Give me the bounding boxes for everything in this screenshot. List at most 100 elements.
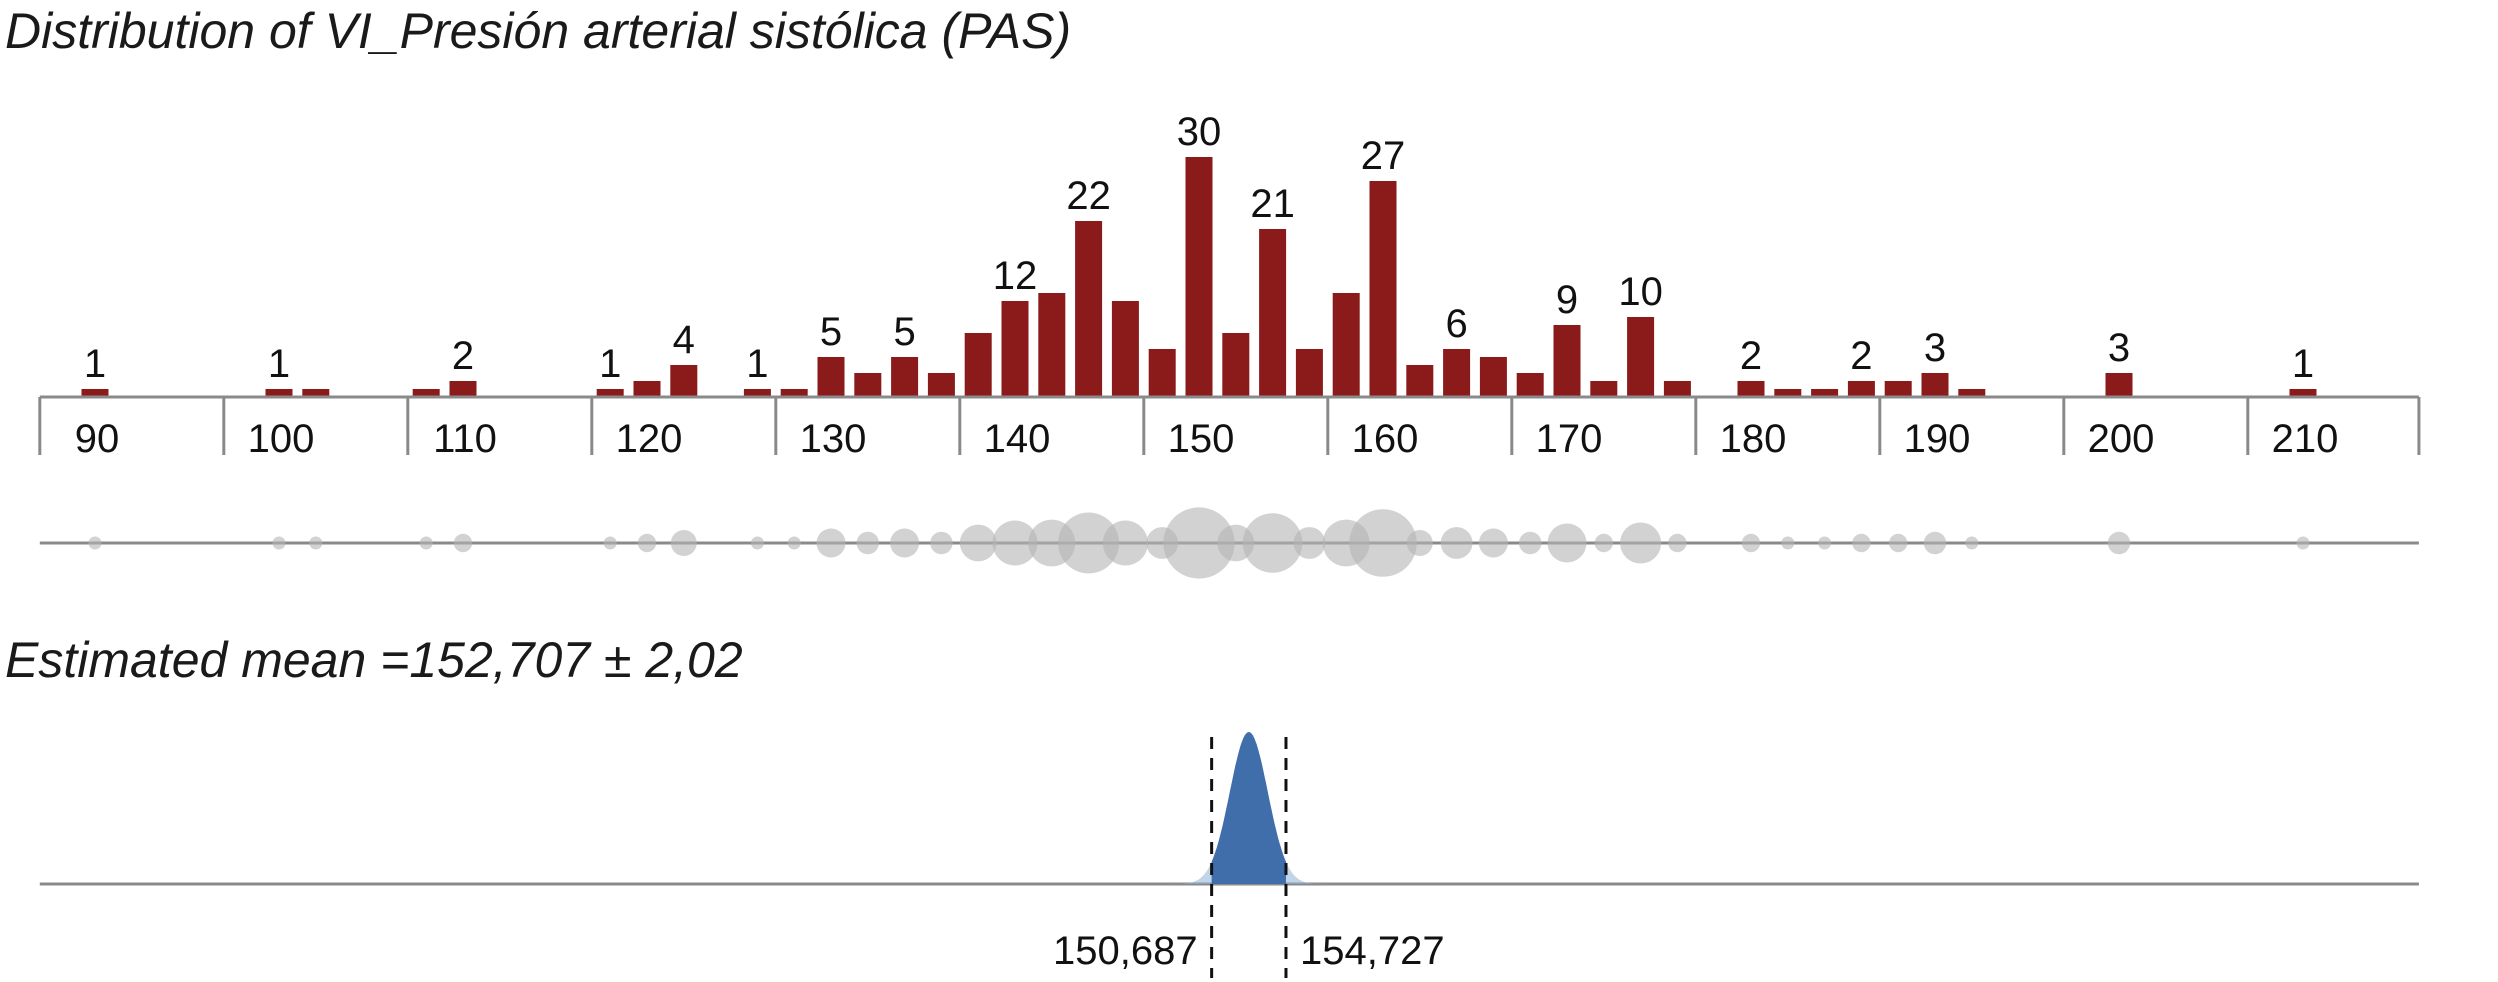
bar-count-label: 4	[673, 318, 695, 362]
bar-136	[927, 373, 955, 397]
bar-174	[1627, 317, 1655, 397]
bar-count-label: 5	[893, 310, 915, 354]
x-tick-label: 200	[2088, 417, 2155, 461]
bar-142	[1038, 293, 1066, 397]
x-tick-label: 180	[1720, 417, 1787, 461]
dot-176	[1668, 533, 1687, 553]
bar-count-label: 1	[2292, 342, 2314, 386]
bar-180	[1737, 381, 1765, 397]
dot-180	[1741, 533, 1761, 553]
dot-140	[992, 520, 1038, 566]
dot-150	[1163, 507, 1235, 579]
dot-102	[309, 536, 323, 550]
bar-count-label: 3	[2108, 326, 2130, 370]
bar-count-label: 1	[84, 342, 106, 386]
bar-182	[1774, 389, 1802, 397]
bar-132	[854, 373, 882, 397]
ci-low-label: 150,687	[1053, 929, 1198, 973]
bar-count-label: 27	[1361, 134, 1406, 178]
bar-102	[302, 389, 330, 397]
dot-154	[1242, 513, 1303, 573]
bar-count-label: 6	[1445, 302, 1467, 346]
bar-210	[2289, 389, 2317, 397]
dot-156	[1293, 527, 1326, 559]
x-tick-label: 150	[1168, 417, 1235, 461]
bar-144	[1075, 221, 1103, 397]
bar-count-label: 21	[1250, 182, 1295, 226]
dot-172	[1594, 533, 1613, 553]
bar-148	[1148, 349, 1176, 397]
bar-192	[1958, 389, 1986, 397]
bar-166	[1479, 357, 1507, 397]
x-tick-label: 140	[984, 417, 1051, 461]
dot-90	[88, 536, 102, 550]
bar-150	[1185, 157, 1213, 397]
x-tick-label: 170	[1536, 417, 1603, 461]
bar-count-label: 30	[1177, 110, 1222, 154]
bar-184	[1811, 389, 1839, 397]
bar-168	[1516, 373, 1544, 397]
bar-count-label: 12	[993, 254, 1038, 298]
bar-186	[1847, 381, 1875, 397]
dot-144	[1058, 512, 1120, 574]
dot-182	[1781, 536, 1795, 550]
dot-122	[670, 530, 697, 556]
x-tick-label: 110	[433, 417, 497, 461]
dot-strip	[39, 507, 2419, 579]
bar-154	[1259, 229, 1287, 397]
bar-count-label: 22	[1066, 174, 1111, 218]
x-tick-label: 130	[800, 417, 867, 461]
bar-128	[780, 389, 808, 397]
dot-166	[1478, 528, 1508, 558]
dot-146	[1102, 520, 1148, 566]
x-tick-label: 190	[1904, 417, 1971, 461]
bar-156	[1295, 349, 1323, 397]
dot-192	[1965, 536, 1979, 550]
dot-138	[959, 524, 997, 562]
dot-170	[1547, 523, 1587, 563]
dot-188	[1889, 533, 1908, 553]
bar-90	[81, 389, 109, 397]
bar-count-label: 3	[1924, 326, 1946, 370]
dot-136	[930, 531, 953, 555]
bar-count-label: 1	[268, 342, 290, 386]
bar-count-label: 10	[1618, 270, 1663, 314]
bar-122	[670, 365, 698, 397]
dot-200	[2107, 531, 2131, 555]
dot-130	[816, 528, 846, 558]
dot-184	[1818, 536, 1832, 550]
bar-count-label: 5	[820, 310, 842, 354]
bar-count-label: 2	[1740, 334, 1762, 378]
bar-158	[1332, 293, 1360, 397]
bar-108	[412, 389, 440, 397]
bar-100	[265, 389, 293, 397]
dot-100	[272, 536, 286, 550]
density-curve	[1211, 732, 1286, 884]
dot-108	[419, 536, 433, 550]
bar-152	[1222, 333, 1250, 397]
dot-174	[1620, 522, 1662, 564]
dot-134	[890, 528, 920, 558]
dot-186	[1852, 533, 1871, 553]
bar-118	[596, 389, 624, 397]
dot-126	[750, 536, 764, 550]
bar-172	[1590, 381, 1618, 397]
dot-210	[2296, 536, 2310, 550]
x-tick-label: 160	[1352, 417, 1419, 461]
dot-120	[637, 533, 657, 553]
bar-188	[1884, 381, 1912, 397]
x-tick-label: 100	[248, 417, 315, 461]
bar-138	[964, 333, 992, 397]
estimated-mean-label: Estimated mean =152,707 ± 2,02	[5, 632, 743, 688]
bar-count-label: 1	[599, 342, 621, 386]
dot-164	[1440, 527, 1473, 559]
dot-168	[1518, 531, 1542, 555]
dot-110	[453, 533, 473, 553]
bar-110	[449, 381, 477, 397]
bar-162	[1406, 365, 1434, 397]
bar-130	[817, 357, 845, 397]
dot-160	[1349, 509, 1417, 577]
bar-count-label: 1	[746, 342, 768, 386]
